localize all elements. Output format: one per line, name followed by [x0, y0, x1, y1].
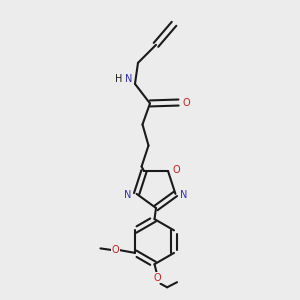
Text: O: O: [154, 273, 161, 283]
Text: O: O: [112, 245, 119, 255]
Text: O: O: [182, 98, 190, 107]
Text: O: O: [172, 164, 180, 175]
Text: N: N: [124, 190, 132, 200]
Text: N: N: [180, 190, 188, 200]
Text: N: N: [125, 74, 133, 84]
Text: H: H: [115, 74, 122, 84]
